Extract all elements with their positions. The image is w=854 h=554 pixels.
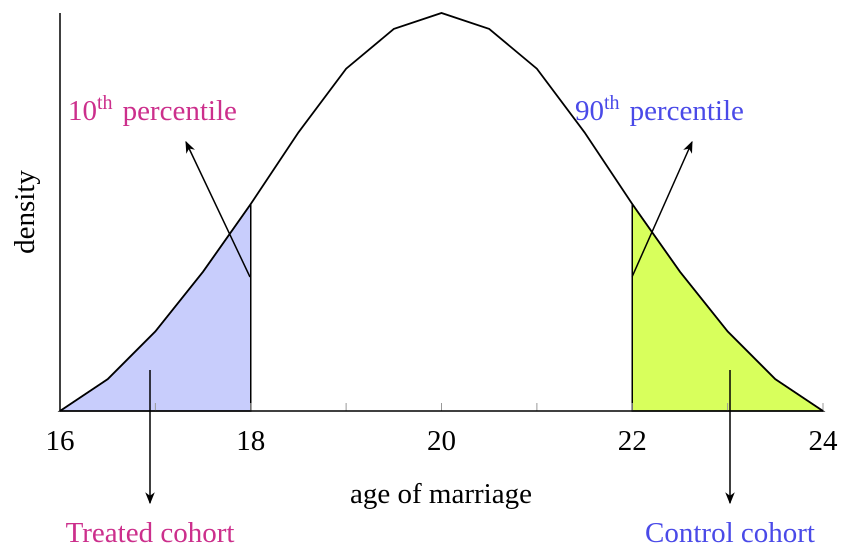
annotation-superscript: th [97, 92, 113, 114]
shaded-region [631, 201, 826, 412]
x-tick-label: 16 [46, 425, 75, 457]
x-tick-label: 18 [236, 425, 265, 457]
annotation-arrow [185, 140, 251, 278]
annotation-number: 10 [68, 95, 97, 127]
annotation-superscript: th [604, 92, 620, 114]
annotation-text: Treated cohort [66, 517, 235, 549]
x-tick-label: 20 [427, 425, 456, 457]
y-axis-label: density [9, 170, 41, 254]
x-axis-label: age of marriage [350, 478, 532, 510]
density-curve [59, 12, 824, 412]
annotation-text: Control cohort [645, 517, 815, 549]
annotation-text: percentile [123, 95, 237, 127]
annotation-label: 10th percentile [68, 92, 237, 127]
annotation-label: 90th percentile [575, 92, 744, 127]
x-tick-label: 22 [618, 425, 647, 457]
x-tick-label: 24 [809, 425, 839, 457]
annotation-label: Treated cohort [66, 517, 235, 549]
annotation-text: percentile [630, 95, 744, 127]
annotation-arrow [631, 140, 693, 278]
shaded-region [57, 201, 252, 412]
annotation-number: 90 [575, 95, 604, 127]
annotation-label: Control cohort [645, 517, 815, 549]
